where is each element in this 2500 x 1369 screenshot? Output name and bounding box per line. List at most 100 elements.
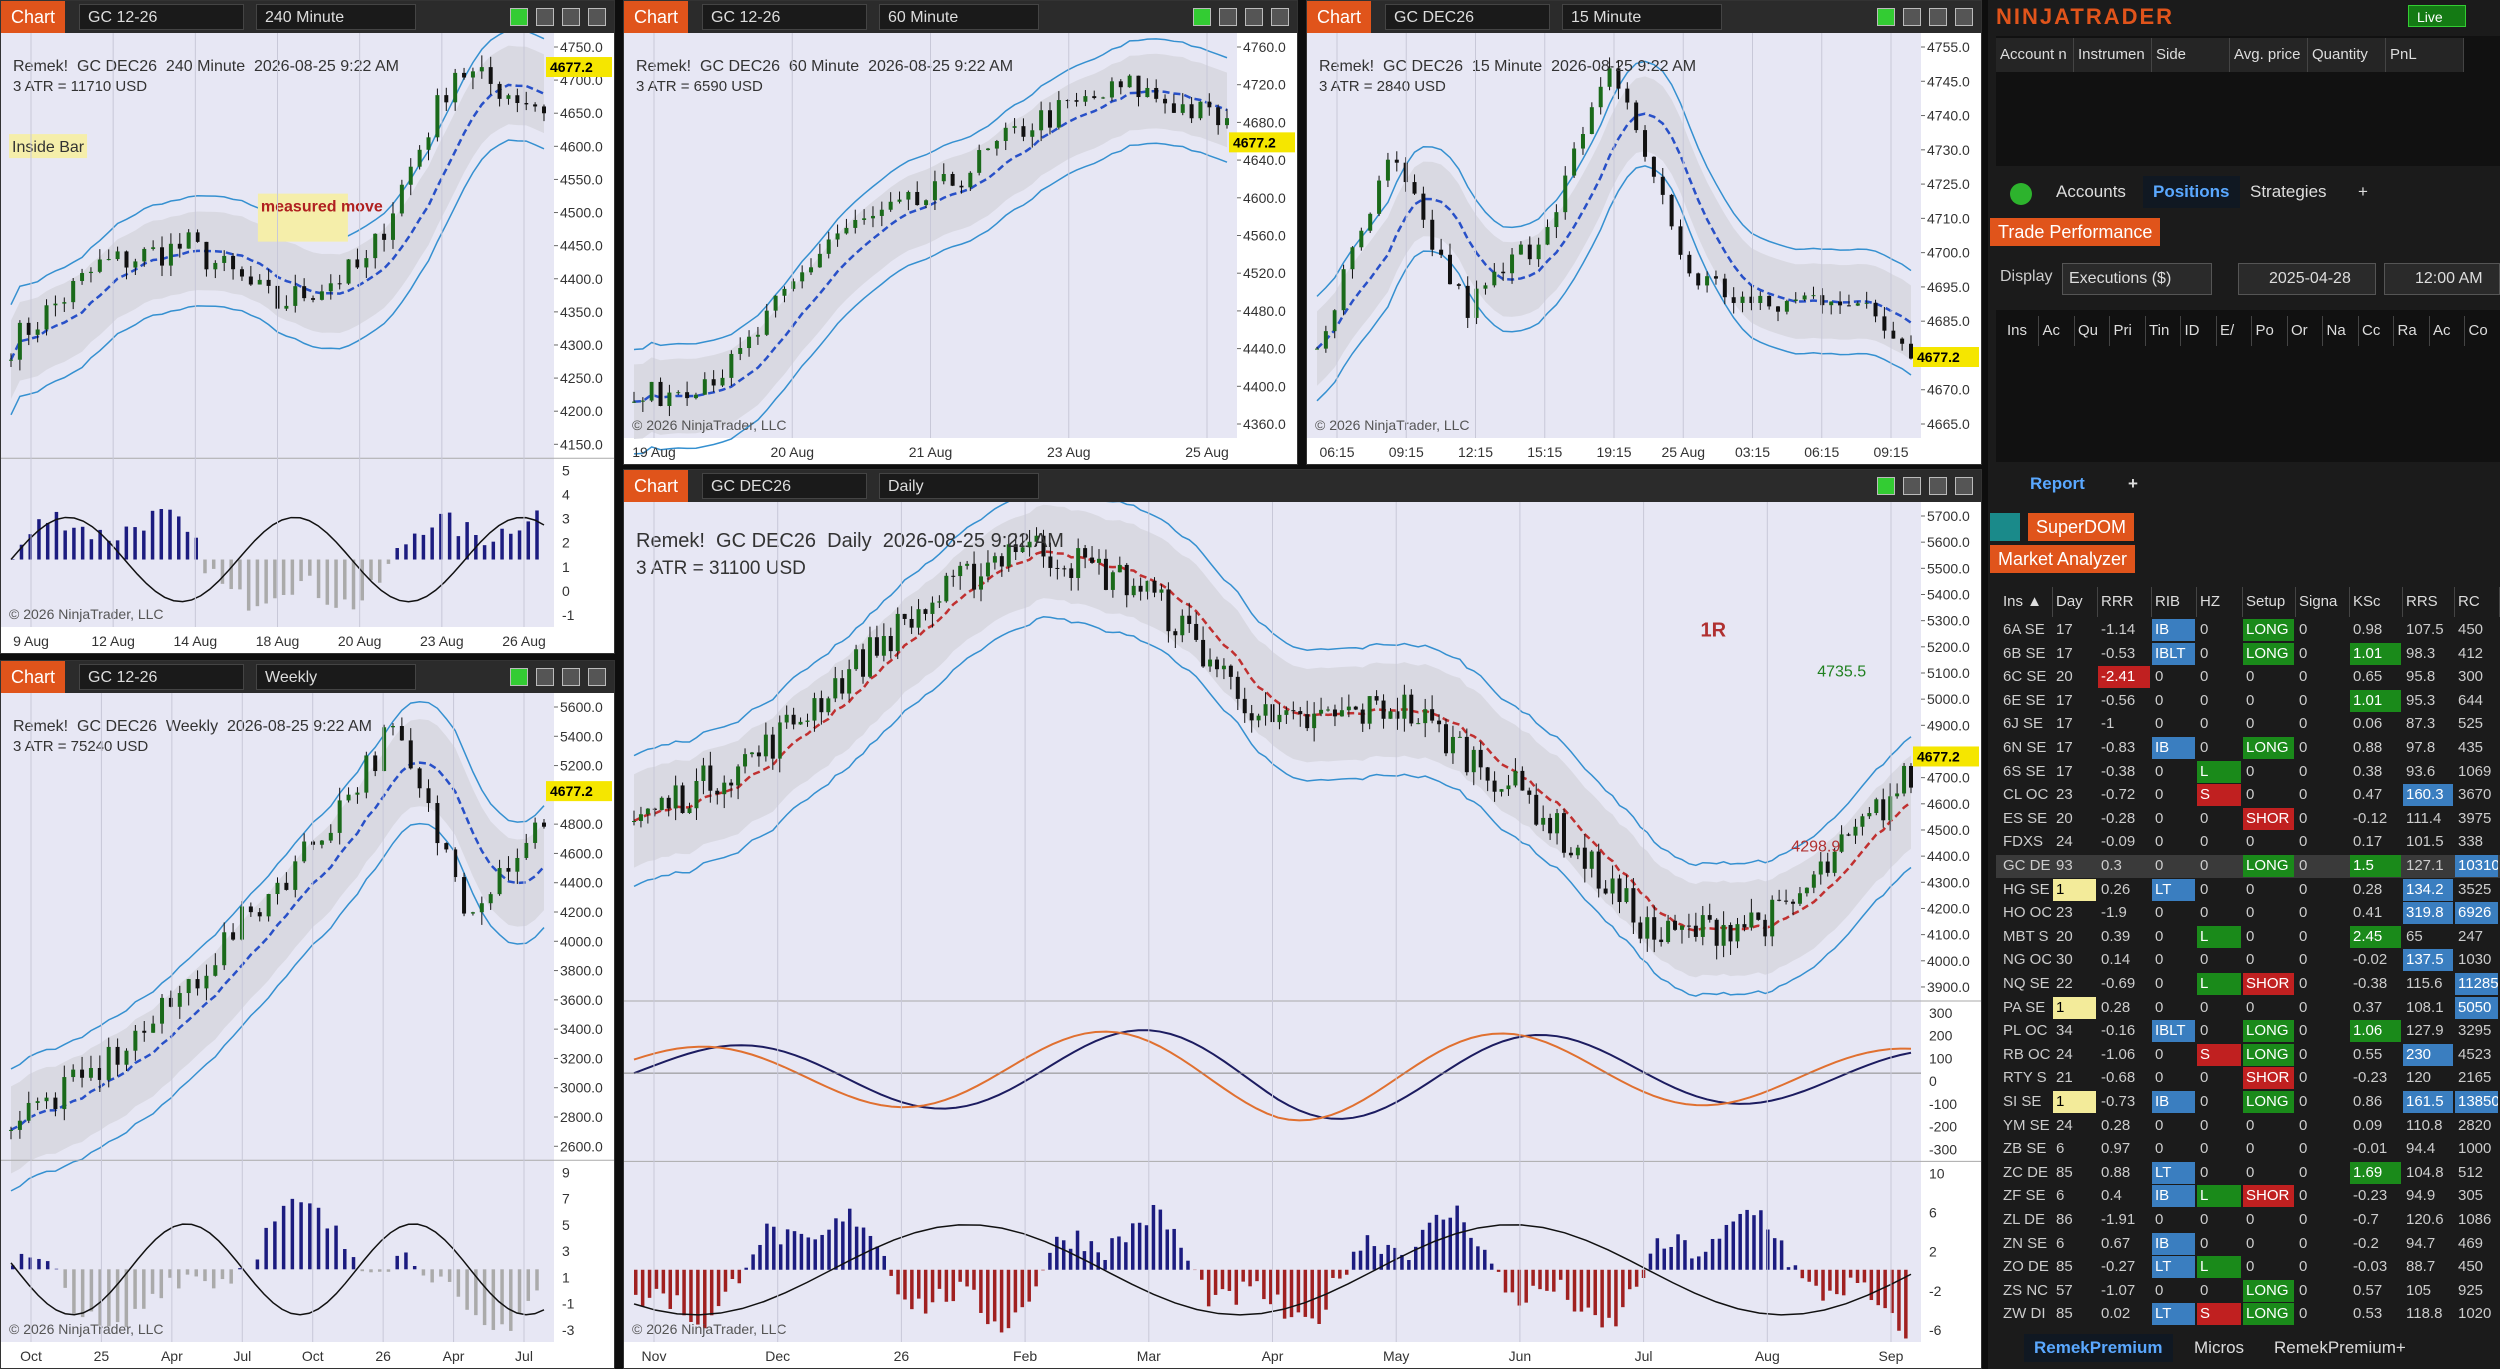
interval-selector[interactable]: Daily: [879, 473, 1039, 499]
window-button[interactable]: [588, 668, 606, 686]
candle: [239, 269, 244, 277]
panel-title: SuperDOM: [2028, 513, 2135, 541]
candle: [777, 722, 782, 759]
interval-selector[interactable]: Weekly: [256, 664, 416, 690]
window-button[interactable]: [1955, 8, 1973, 26]
candle: [1368, 213, 1373, 231]
window-button[interactable]: [562, 8, 580, 26]
window-button[interactable]: [1219, 8, 1237, 26]
window-button[interactable]: [510, 8, 528, 26]
candle: [62, 302, 67, 304]
positions-tab[interactable]: Positions: [2143, 176, 2240, 208]
candle: [1713, 276, 1718, 279]
chart-tab[interactable]: Chart: [624, 1, 689, 33]
instrument-selector[interactable]: GC DEC26: [1385, 4, 1550, 30]
window-button[interactable]: [1903, 8, 1921, 26]
histogram-bar: [1779, 1240, 1784, 1270]
histogram-bar: [889, 1269, 893, 1276]
display-selector[interactable]: Executions ($): [2062, 263, 2212, 295]
candle: [1582, 847, 1587, 869]
analyzer-tab[interactable]: Micros: [2194, 1338, 2245, 1357]
indicator-tick-label: -2: [1929, 1283, 1942, 1299]
candle: [1235, 676, 1240, 699]
time-tick-label: 23 Aug: [1047, 444, 1091, 460]
window-button[interactable]: [1929, 8, 1947, 26]
histogram-bar: [526, 1269, 531, 1301]
instrument-selector[interactable]: GC 12-26: [79, 664, 244, 690]
window-button[interactable]: [1193, 8, 1211, 26]
candle: [819, 698, 824, 713]
analyzer-cell: 0: [2200, 857, 2209, 874]
interval-selector[interactable]: 240 Minute: [256, 4, 416, 30]
histogram-bar: [500, 528, 504, 560]
live-indicator[interactable]: Live: [2408, 5, 2466, 27]
histogram-bar: [1020, 1269, 1025, 1308]
window-button[interactable]: [1245, 8, 1263, 26]
analyzer-cell: 6926: [2455, 902, 2498, 925]
price-tick-label: 4400.0: [1243, 378, 1286, 394]
chart-tab[interactable]: Chart: [1, 661, 66, 693]
candle: [1811, 295, 1816, 297]
indicator-tick-label: 3: [562, 511, 570, 527]
candle: [1225, 118, 1229, 126]
analyzer-cell: -0.02: [2353, 951, 2388, 969]
window-button[interactable]: [1877, 477, 1895, 495]
analyzer-cell: L: [2197, 760, 2241, 783]
candle: [1513, 770, 1518, 786]
indicator-tick-label: 9: [562, 1164, 570, 1180]
histogram-bar: [185, 1269, 190, 1275]
candle: [506, 95, 511, 99]
candle: [800, 272, 805, 282]
window-button[interactable]: [562, 668, 580, 686]
chart-tab[interactable]: Chart: [1307, 1, 1372, 33]
window-button[interactable]: [1929, 477, 1947, 495]
time-tick-label: 19:15: [1596, 444, 1631, 460]
candle: [453, 72, 458, 103]
instrument-selector[interactable]: GC 12-26: [702, 4, 867, 30]
window-button[interactable]: [1903, 477, 1921, 495]
histogram-bar: [159, 509, 164, 560]
histogram-bar: [1621, 1269, 1625, 1308]
window-button[interactable]: [1271, 8, 1289, 26]
date-selector[interactable]: 2025-04-28: [2238, 263, 2376, 295]
analyzer-cell: -0.16: [2101, 1022, 2136, 1040]
report-tab[interactable]: Report: [2030, 474, 2085, 493]
interval-selector[interactable]: 15 Minute: [1562, 4, 1722, 30]
window-button[interactable]: [1955, 477, 1973, 495]
window-button[interactable]: [536, 8, 554, 26]
analyzer-cell: 0: [2200, 1116, 2209, 1134]
annotation: 1R: [1701, 620, 1727, 642]
histogram-bar: [751, 1254, 755, 1270]
window-button[interactable]: [510, 668, 528, 686]
histogram-bar: [723, 1269, 728, 1292]
indicator-tick-label: -6: [1929, 1322, 1942, 1338]
positions-tab[interactable]: Accounts: [2056, 182, 2126, 201]
window-button[interactable]: [588, 8, 606, 26]
candle: [1409, 694, 1414, 724]
candle: [311, 298, 316, 300]
positions-tab[interactable]: +: [2358, 182, 2368, 201]
report-tab[interactable]: +: [2128, 474, 2138, 493]
analyzer-cell: PL OC: [2003, 1022, 2048, 1040]
time-selector[interactable]: 12:00 AM: [2384, 263, 2500, 295]
interval-selector[interactable]: 60 Minute: [879, 4, 1039, 30]
histogram-bar: [1289, 1269, 1294, 1318]
positions-tab[interactable]: Strategies: [2250, 182, 2327, 201]
histogram-bar: [1414, 1246, 1418, 1270]
candle: [1131, 585, 1136, 596]
analyzer-cell: 0.37: [2353, 998, 2383, 1016]
chart-tab[interactable]: Chart: [624, 470, 689, 502]
chart-tab[interactable]: Chart: [1, 1, 66, 33]
instrument-selector[interactable]: GC 12-26: [79, 4, 244, 30]
window-button[interactable]: [1877, 8, 1895, 26]
histogram-bar: [177, 516, 181, 560]
window-button[interactable]: [536, 668, 554, 686]
candle: [1385, 159, 1390, 181]
instrument-selector[interactable]: GC DEC26: [702, 473, 867, 499]
candle: [1187, 615, 1192, 624]
analyzer-tab[interactable]: RemekPremium: [2024, 1334, 2173, 1362]
candle: [284, 882, 289, 890]
analyzer-cell: 0.57: [2353, 1281, 2383, 1299]
price-tick-label: 3400.0: [560, 1021, 603, 1037]
analyzer-tab[interactable]: RemekPremium+: [2274, 1338, 2406, 1357]
